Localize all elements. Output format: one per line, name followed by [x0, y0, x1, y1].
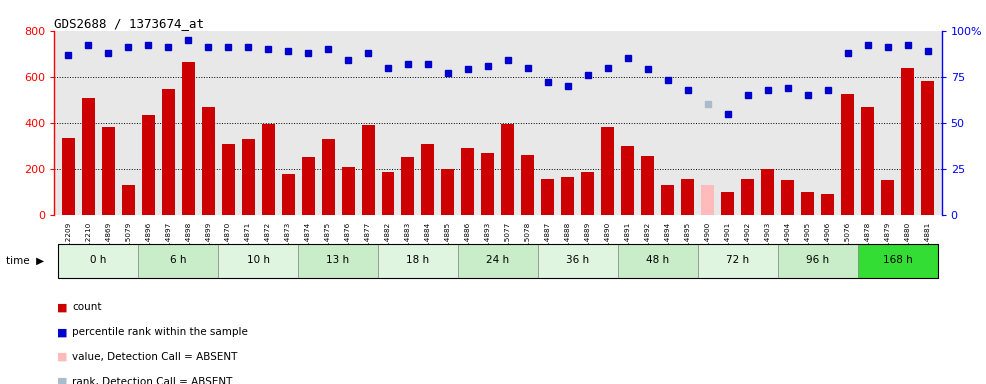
Bar — [522, 155, 534, 215]
Text: 24 h: 24 h — [486, 255, 510, 265]
Bar — [538, 244, 618, 278]
Bar — [222, 144, 235, 215]
Bar — [302, 157, 315, 215]
Text: 0 h: 0 h — [90, 255, 106, 265]
Bar — [362, 125, 375, 215]
Text: 18 h: 18 h — [406, 255, 430, 265]
Text: 6 h: 6 h — [170, 255, 186, 265]
Bar — [341, 167, 355, 215]
Text: ■: ■ — [57, 302, 68, 312]
Bar — [698, 244, 778, 278]
Bar — [921, 81, 934, 215]
Bar — [761, 169, 774, 215]
Bar — [701, 185, 714, 215]
Text: 48 h: 48 h — [646, 255, 669, 265]
Bar — [641, 156, 655, 215]
Text: GDS2688 / 1373674_at: GDS2688 / 1373674_at — [54, 17, 204, 30]
Bar — [802, 192, 814, 215]
Text: 96 h: 96 h — [807, 255, 829, 265]
Bar — [621, 146, 634, 215]
Bar — [458, 244, 538, 278]
Bar — [382, 172, 394, 215]
Text: ■: ■ — [57, 352, 68, 362]
Bar — [601, 127, 614, 215]
Bar — [102, 127, 114, 215]
Bar — [681, 179, 694, 215]
Text: 13 h: 13 h — [326, 255, 350, 265]
Text: ■: ■ — [57, 327, 68, 337]
Bar — [282, 174, 295, 215]
Bar — [778, 244, 858, 278]
Bar — [442, 169, 455, 215]
Bar — [201, 107, 215, 215]
Text: count: count — [72, 302, 102, 312]
Bar — [582, 172, 595, 215]
Bar — [298, 244, 378, 278]
Bar — [242, 139, 254, 215]
Bar — [261, 124, 274, 215]
Text: 72 h: 72 h — [727, 255, 749, 265]
Bar — [181, 62, 194, 215]
Bar — [722, 192, 735, 215]
Bar — [901, 68, 914, 215]
Bar — [662, 185, 674, 215]
Bar — [841, 94, 854, 215]
Bar — [62, 138, 75, 215]
Text: ■: ■ — [57, 377, 68, 384]
Bar — [781, 180, 795, 215]
Bar — [121, 185, 135, 215]
Bar — [58, 244, 138, 278]
Text: 168 h: 168 h — [882, 255, 912, 265]
Bar — [162, 89, 175, 215]
Bar — [138, 244, 218, 278]
Text: 10 h: 10 h — [246, 255, 269, 265]
Bar — [401, 157, 414, 215]
Bar — [378, 244, 458, 278]
Bar — [741, 179, 754, 215]
Bar — [421, 144, 435, 215]
Text: time  ▶: time ▶ — [6, 255, 44, 265]
Bar — [82, 98, 95, 215]
Bar — [541, 179, 554, 215]
Bar — [502, 124, 515, 215]
Text: rank, Detection Call = ABSENT: rank, Detection Call = ABSENT — [72, 377, 233, 384]
Text: value, Detection Call = ABSENT: value, Detection Call = ABSENT — [72, 352, 238, 362]
Bar — [142, 115, 155, 215]
Bar — [821, 194, 834, 215]
Bar — [618, 244, 698, 278]
Bar — [858, 244, 938, 278]
Bar — [561, 177, 575, 215]
Bar — [861, 107, 875, 215]
Text: percentile rank within the sample: percentile rank within the sample — [72, 327, 247, 337]
Bar — [481, 153, 494, 215]
Bar — [321, 139, 334, 215]
Bar — [461, 148, 474, 215]
Bar — [218, 244, 298, 278]
Bar — [881, 180, 894, 215]
Text: 36 h: 36 h — [566, 255, 590, 265]
